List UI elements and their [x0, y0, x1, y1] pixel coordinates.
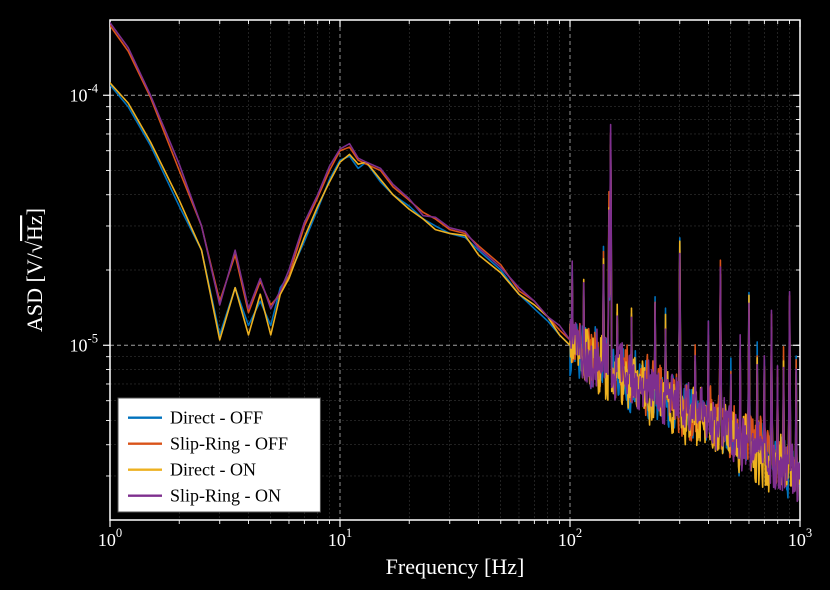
chart-svg: 10010110210310-510-4Frequency [Hz]ASD [V… — [0, 0, 830, 590]
chart-container: 10010110210310-510-4Frequency [Hz]ASD [V… — [0, 0, 830, 590]
legend-label: Slip-Ring - OFF — [170, 434, 288, 454]
legend-label: Direct - OFF — [170, 408, 263, 428]
legend-label: Slip-Ring - ON — [170, 486, 281, 506]
y-axis-label: ASD [V/√Hz] — [22, 208, 47, 332]
x-axis-label: Frequency [Hz] — [386, 554, 525, 579]
legend-label: Direct - ON — [170, 460, 256, 480]
legend: Direct - OFF Slip-Ring - OFF Direct - ON Sl… — [118, 398, 320, 512]
